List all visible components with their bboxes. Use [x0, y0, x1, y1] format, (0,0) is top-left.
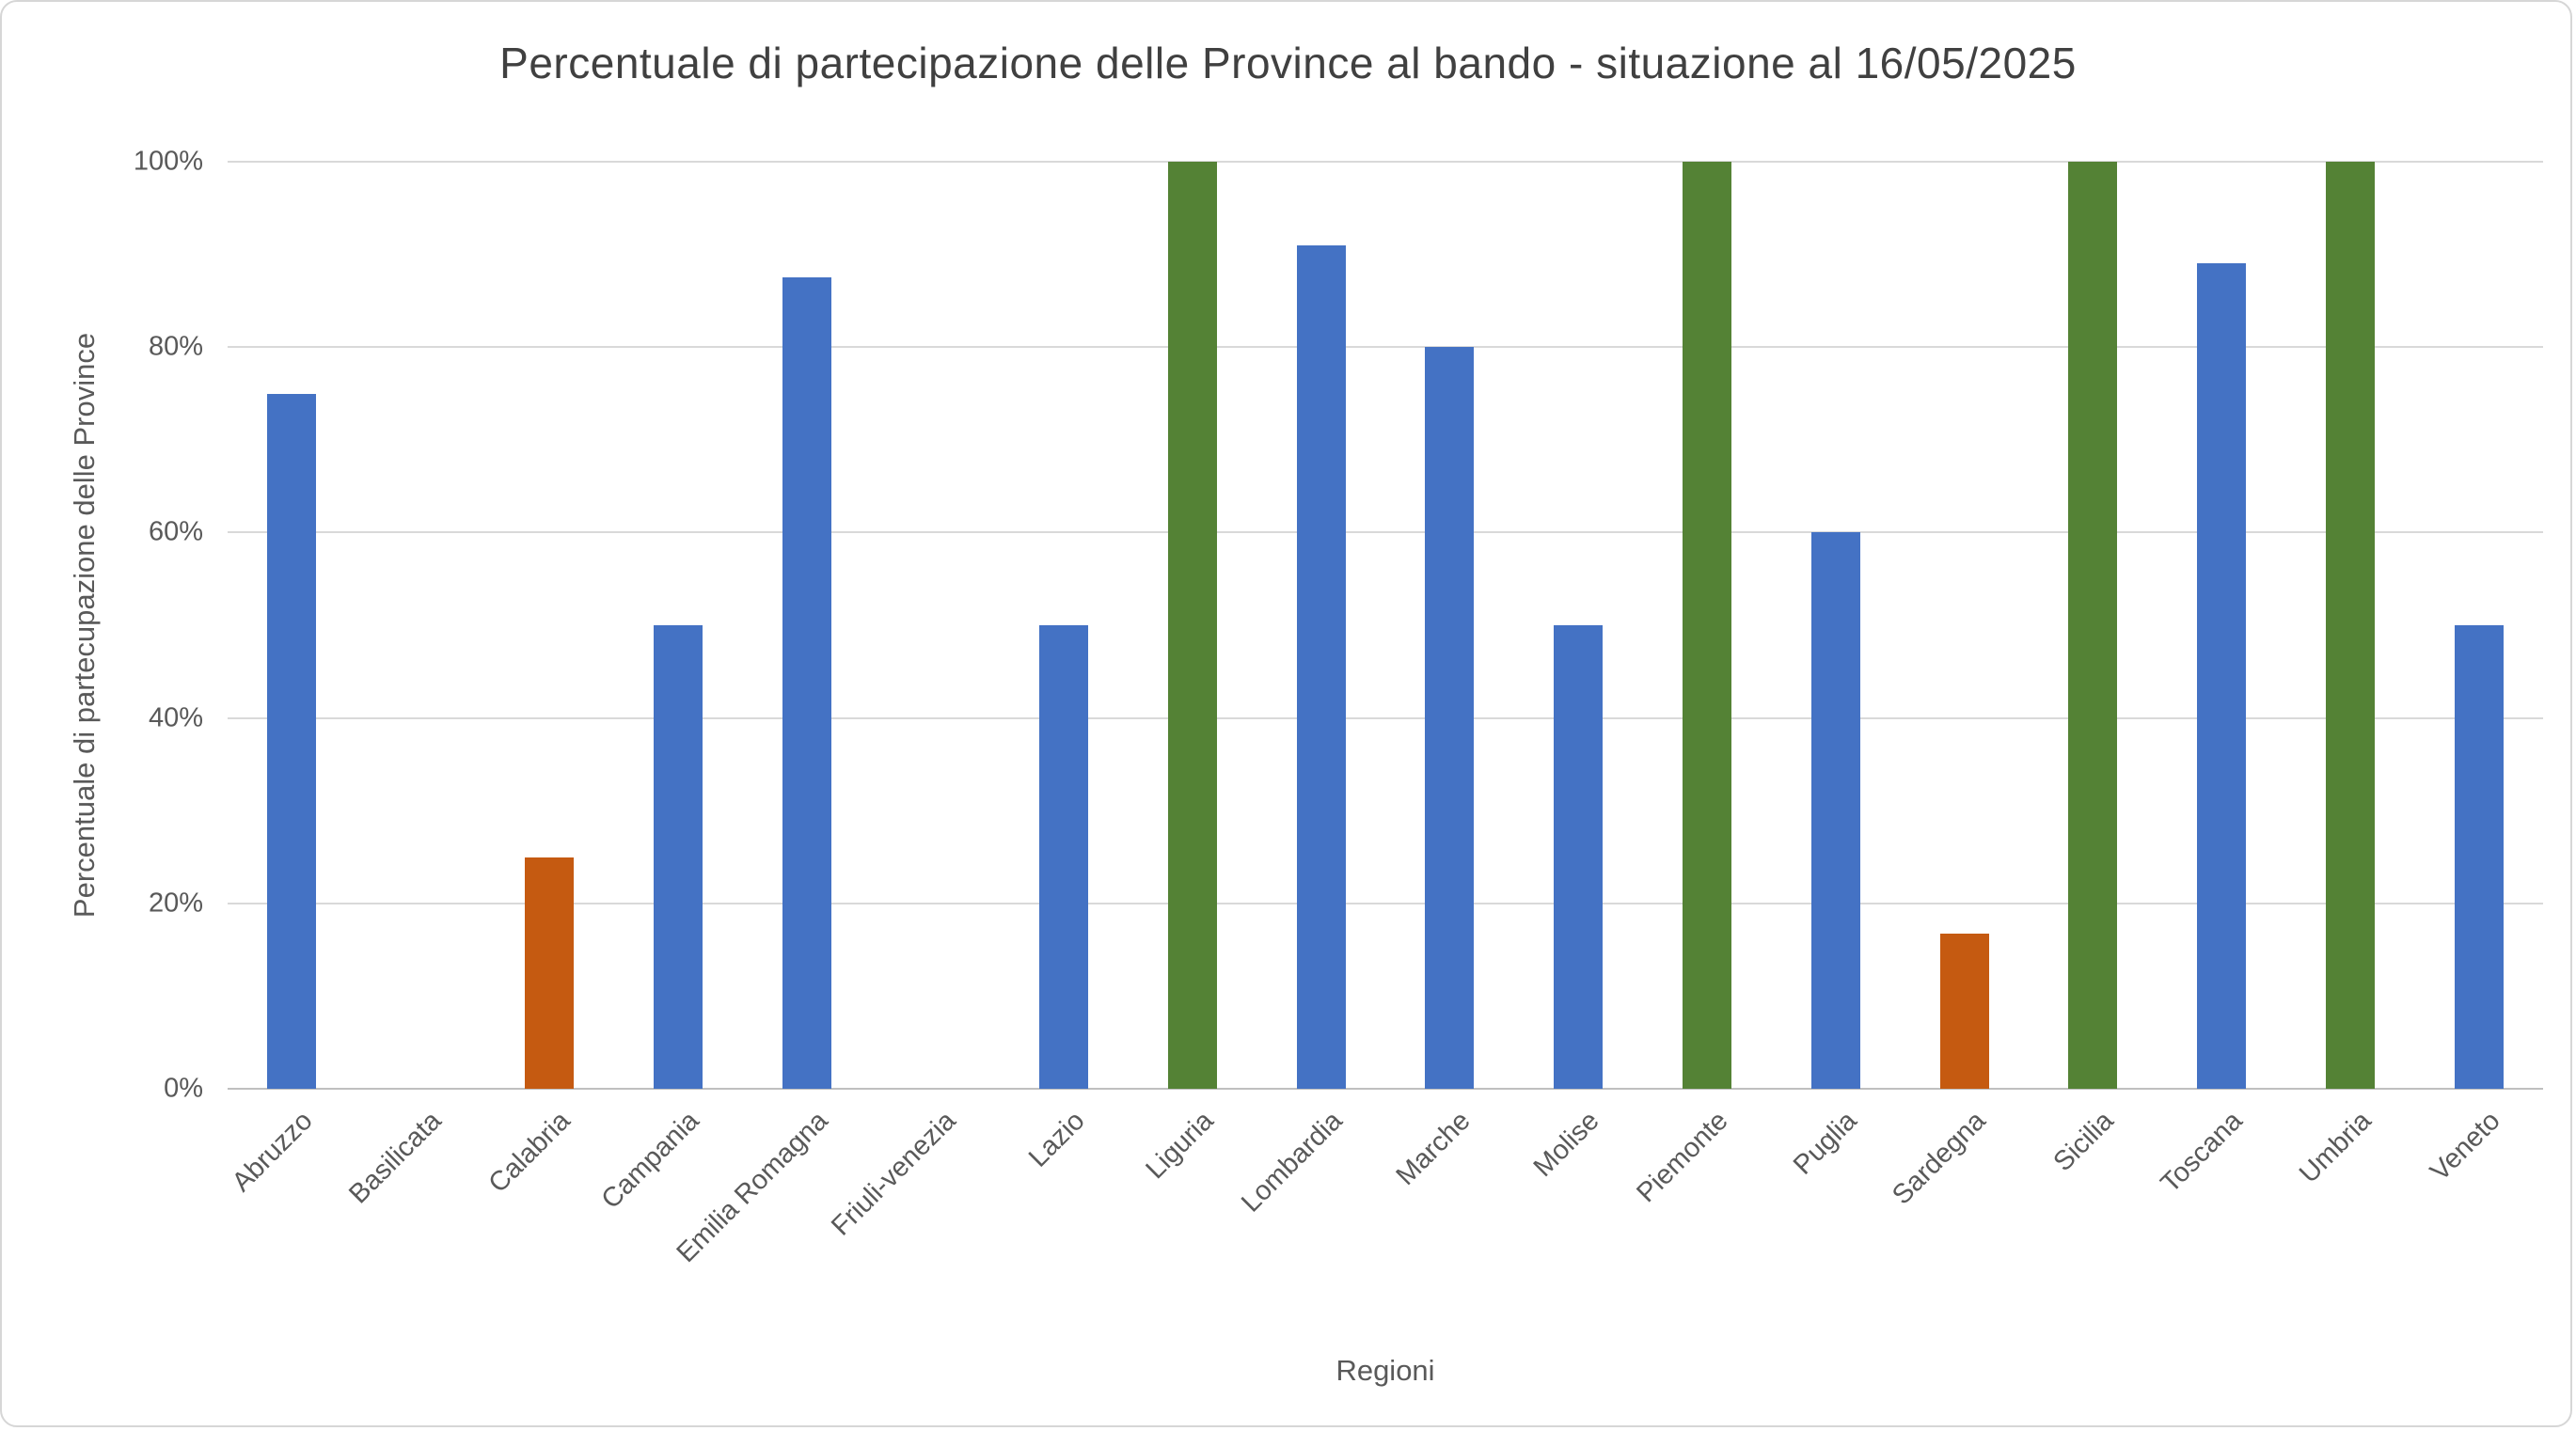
- x-tick-label: Toscana: [2155, 1106, 2249, 1200]
- gridline: [228, 716, 2543, 719]
- x-tick-label: Sardegna: [1886, 1106, 1992, 1211]
- gridline: [228, 346, 2543, 349]
- plot-area: [228, 161, 2543, 1090]
- bar-lombardia: [1296, 244, 1346, 1089]
- bar-sicilia: [2068, 162, 2118, 1089]
- x-tick-label: Calabria: [482, 1106, 577, 1199]
- x-tick-label: Molise: [1527, 1106, 1605, 1183]
- bar-calabria: [524, 857, 574, 1089]
- x-axis-title: Regioni: [1335, 1354, 1435, 1387]
- x-tick-label: Sicilia: [2047, 1106, 2120, 1178]
- y-tick-label: 60%: [148, 516, 203, 547]
- y-axis-title: Percentuale di partecupazione delle Prov…: [68, 332, 101, 919]
- chart-title: Percentuale di partecipazione delle Prov…: [499, 39, 2077, 87]
- bar-toscana: [2197, 263, 2247, 1089]
- bar-marche: [1425, 347, 1475, 1089]
- x-tick-label: Basilicata: [343, 1106, 448, 1210]
- bar-liguria: [1167, 162, 1217, 1089]
- gridline: [228, 531, 2543, 534]
- y-tick-label: 40%: [148, 702, 203, 733]
- bar-molise: [1554, 625, 1604, 1089]
- bar-campania: [653, 625, 703, 1089]
- y-tick-label: 20%: [148, 888, 203, 919]
- x-tick-label: Piemonte: [1631, 1106, 1734, 1209]
- bar-emilia-romagna: [782, 277, 831, 1089]
- y-tick-label: 80%: [148, 331, 203, 362]
- x-tick-label: Campania: [595, 1106, 705, 1216]
- x-axis-line: [228, 1088, 2543, 1090]
- y-tick-label: 100%: [133, 146, 203, 177]
- x-tick-label: Lombardia: [1235, 1106, 1349, 1219]
- x-tick-label: Veneto: [2424, 1106, 2506, 1187]
- x-tick-label: Friuli-venezia: [826, 1106, 962, 1242]
- bar-piemonte: [1682, 162, 1731, 1089]
- bar-umbria: [2325, 162, 2375, 1089]
- x-tick-label: Marche: [1390, 1106, 1478, 1192]
- x-tick-label: Liguria: [1140, 1106, 1220, 1186]
- x-tick-label: Umbria: [2293, 1106, 2378, 1189]
- bar-puglia: [1810, 532, 1860, 1089]
- x-tick-label: Puglia: [1787, 1106, 1863, 1181]
- x-tick-label: Abruzzo: [227, 1106, 320, 1198]
- y-tick-label: 0%: [164, 1073, 203, 1104]
- bar-lazio: [1039, 625, 1089, 1089]
- bar-veneto: [2454, 625, 2504, 1089]
- gridline: [228, 902, 2543, 904]
- bar-sardegna: [1939, 934, 1989, 1089]
- gridline: [228, 161, 2543, 163]
- bar-abruzzo: [267, 393, 317, 1089]
- x-tick-label: Lazio: [1023, 1106, 1091, 1173]
- x-tick-label: Emilia Romagna: [671, 1106, 834, 1269]
